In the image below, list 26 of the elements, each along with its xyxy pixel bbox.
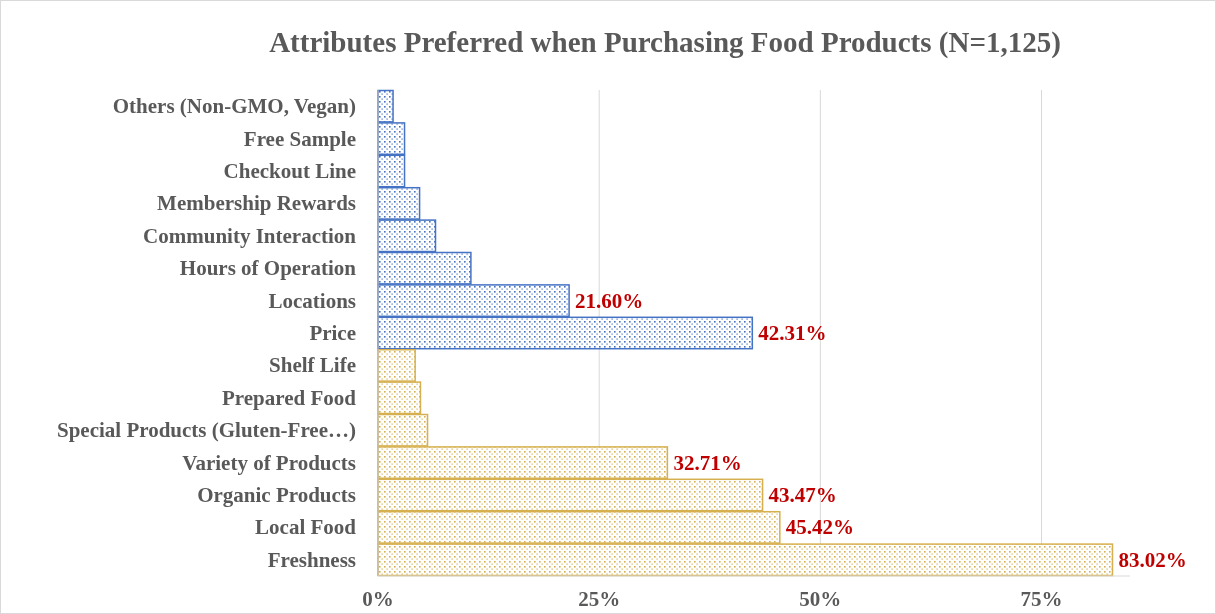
y-tick-label: Checkout Line — [223, 159, 356, 183]
y-tick-label: Free Sample — [243, 126, 356, 151]
x-tick-label: 50% — [799, 587, 842, 611]
y-tick-label: Locations — [268, 288, 356, 313]
y-tick-label: Hours of Operation — [179, 256, 357, 281]
x-tick-label: 75% — [1020, 587, 1063, 611]
data-label: 43.47% — [768, 483, 837, 507]
data-label: 42.31% — [758, 321, 827, 345]
data-label: 32.71% — [673, 450, 742, 475]
y-tick-label: Local Food — [255, 515, 357, 540]
y-tick-label: Organic Products — [197, 483, 356, 507]
x-tick-label: 25% — [578, 587, 621, 611]
data-label: 83.02% — [1118, 547, 1187, 572]
x-tick-label: 0% — [362, 587, 394, 611]
y-tick-label: Variety of Products — [182, 450, 356, 475]
data-label: 45.42% — [785, 515, 855, 540]
y-tick-label: Shelf Life — [269, 353, 356, 378]
chart-title: Attributes Preferred when Purchasing Food Products (N=1,125) — [269, 26, 1061, 59]
y-tick-label: Membership Rewards — [157, 191, 356, 216]
y-tick-label: Prepared Food — [222, 385, 357, 410]
y-tick-label: Special Products (Gluten-Free…) — [56, 418, 357, 443]
y-tick-label: Others (Non-GMO, Vegan) — [112, 94, 356, 119]
y-tick-label: Price — [309, 321, 356, 345]
y-tick-label: Freshness — [267, 547, 356, 572]
data-label: 21.60% — [575, 288, 644, 313]
y-tick-label: Community Interaction — [143, 223, 357, 248]
